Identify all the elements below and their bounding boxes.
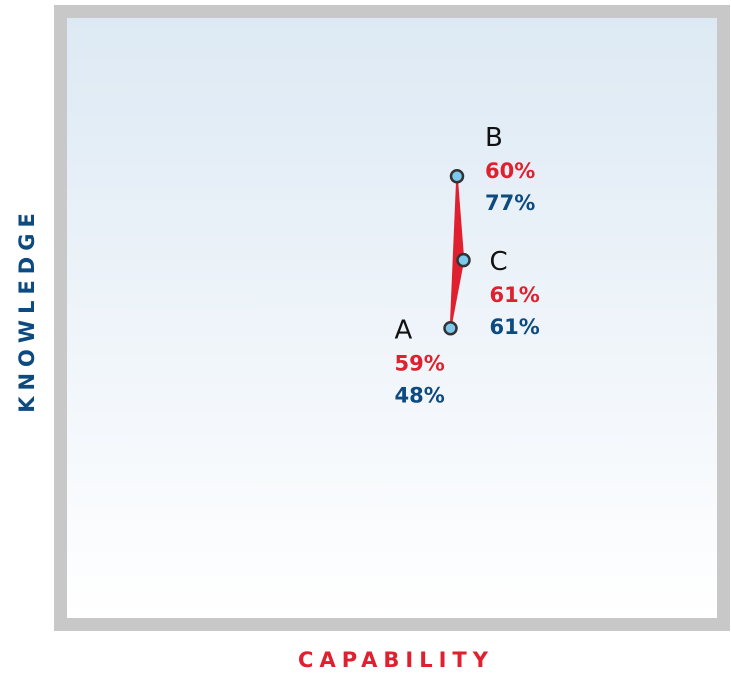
capability-value: 61% — [490, 283, 540, 307]
knowledge-value: 61% — [490, 315, 540, 339]
point-marker — [449, 168, 465, 184]
connector-layer — [449, 175, 465, 330]
capability-value: 60% — [485, 159, 535, 183]
knowledge-value: 77% — [485, 191, 535, 215]
x-axis-label: CAPABILITY — [298, 648, 494, 672]
point-label: A — [395, 315, 413, 345]
y-axis-label: KNOWLEDGE — [15, 207, 39, 413]
point-b: B 60% 77% — [449, 123, 535, 215]
point-label: C — [490, 247, 508, 277]
knowledge-value: 48% — [395, 383, 445, 407]
plot-area — [67, 18, 717, 618]
point-a: A 59% 48% — [395, 315, 458, 407]
point-label: B — [485, 123, 503, 153]
point-marker — [456, 252, 471, 268]
points-layer: A 59% 48% B 60% 77% C 61% 61% — [395, 123, 540, 407]
point-c: C 61% 61% — [456, 247, 540, 339]
trajectory-connector — [449, 175, 465, 330]
capability-value: 59% — [395, 351, 445, 375]
point-marker — [443, 321, 458, 336]
